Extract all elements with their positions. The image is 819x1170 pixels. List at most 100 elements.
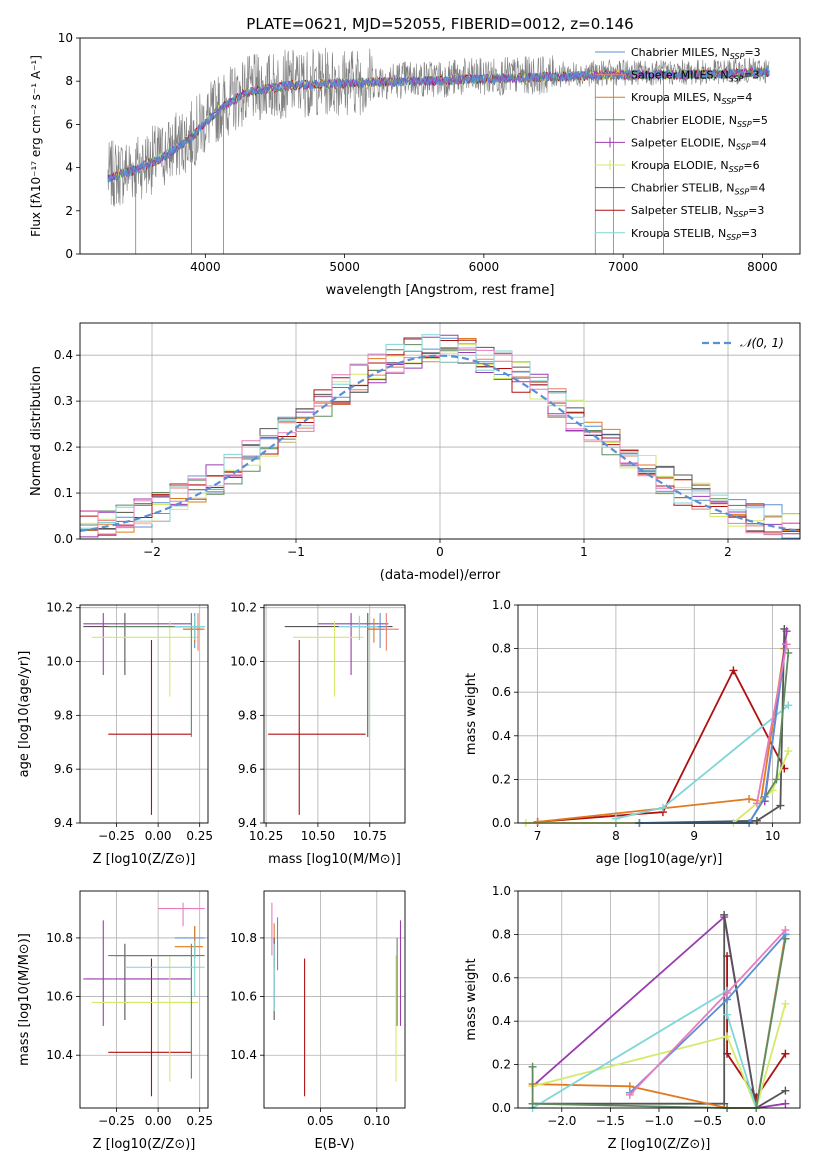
x-axis-label: Z [log10(Z/Z⊙)]: [608, 1137, 711, 1152]
errorbar-point: [317, 613, 389, 675]
y-tick-label: 0.0: [54, 532, 73, 546]
x-tick-label: −1.5: [596, 1114, 625, 1128]
errorbar-point: [174, 615, 205, 640]
weight-marker: [720, 910, 729, 919]
weight-marker: [782, 640, 791, 649]
y-tick-label: 10.8: [230, 931, 257, 945]
x-tick-label: 10.75: [353, 829, 387, 843]
x-tick-label: −0.5: [693, 1114, 722, 1128]
weight-marker: [723, 1032, 732, 1041]
errorbar-point: [174, 613, 205, 649]
x-tick-label: 9: [690, 829, 698, 843]
legend-label: Kroupa STELIB, NSSP=3: [631, 227, 757, 242]
y-tick-label: 10.4: [230, 1048, 257, 1062]
panel-residuals: −2 −1 0 1 2 0.0 0.1 0.2 0.3 0.4 𝒩(0, 1) (data-model…: [29, 322, 801, 583]
errorbar-point: [367, 618, 385, 643]
panel-spectrum: 4000 5000 6000 7000 8000 0 2 4 6 8 10 Chabrier MILE…: [29, 31, 801, 298]
y-tick-label: 0.4: [492, 729, 511, 743]
weight-marker: [784, 747, 793, 756]
x-tick-label: 1: [580, 545, 588, 559]
legend-item: Kroupa MILES, NSSP=4: [595, 91, 752, 106]
weight-marker: [625, 1090, 634, 1099]
x-tick-label: 5000: [329, 260, 360, 274]
x-tick-label: 0.10: [363, 1114, 390, 1128]
weight-marker: [533, 817, 542, 826]
errorbar-point: [108, 958, 192, 1097]
x-tick-label: −0.25: [98, 1114, 135, 1128]
weight-series: [533, 644, 789, 826]
y-tick-label: 0.0: [492, 1101, 511, 1115]
weight-marker: [784, 701, 793, 710]
weight-series: [752, 640, 791, 808]
y-axis-label: mass weight: [464, 958, 479, 1040]
legend-item: Salpeter MILES, NSSP=3: [595, 69, 760, 84]
legend-label: Salpeter ELODIE, NSSP=4: [631, 136, 767, 151]
weight-lines: [521, 624, 793, 827]
y-tick-label: 0.1: [54, 486, 73, 500]
x-tick-label: −2: [143, 545, 161, 559]
x-tick-label: 0: [436, 545, 444, 559]
weight-marker: [781, 1049, 790, 1058]
legend-item: Kroupa STELIB, NSSP=3: [595, 227, 757, 242]
x-tick-label: 0.00: [145, 829, 172, 843]
errorbar-point: [183, 613, 205, 651]
errorbars: [271, 902, 402, 1097]
x-tick-label: 2: [724, 545, 732, 559]
x-axis-label: Z [log10(Z/Z⊙)]: [93, 852, 196, 867]
legend-item: Chabrier MILES, NSSP=3: [595, 46, 761, 61]
histogram-series: [80, 334, 800, 539]
errorbar-point: [83, 613, 192, 675]
weight-marker: [752, 799, 761, 808]
y-tick-label: 0.8: [492, 927, 511, 941]
axes-frame: [79, 890, 209, 1109]
legend-label: Chabrier STELIB, NSSP=4: [631, 182, 765, 197]
x-tick-label: 0.0: [747, 1114, 766, 1128]
y-tick-label: 0.8: [492, 642, 511, 656]
axes-frame: [517, 890, 801, 1109]
weight-series: [533, 666, 789, 826]
histograms: [80, 334, 800, 539]
panel-weight_vs_age: 7 8 9 10 0.0 0.2 0.4 0.6 0.8 1.0 age [log10(age/yr…: [464, 598, 801, 867]
x-axis-label: wavelength [Angstrom, rest frame]: [326, 283, 555, 298]
errorbar-point: [293, 621, 364, 697]
errorbar-point: [338, 615, 379, 640]
errorbar-point: [91, 621, 199, 697]
legend-label: Chabrier MILES, NSSP=3: [631, 46, 761, 61]
y-tick-label: 10.6: [230, 990, 257, 1004]
errorbars: [83, 613, 205, 815]
x-tick-label: 7000: [608, 260, 639, 274]
weight-lines: [528, 910, 790, 1112]
y-tick-label: 10.8: [46, 931, 73, 945]
y-tick-label: 0.2: [492, 1058, 511, 1072]
errorbar-point: [158, 902, 205, 927]
errorbar-point: [174, 926, 204, 959]
errorbars: [83, 902, 205, 1097]
y-tick-label: 6: [65, 117, 73, 131]
errorbar-point: [367, 613, 389, 649]
weight-series: [625, 926, 790, 1099]
weight-marker: [729, 666, 738, 675]
weight-marker: [720, 1099, 729, 1108]
legend-item: 𝒩(0, 1): [702, 336, 784, 350]
errorbar-point: [367, 613, 399, 651]
y-tick-label: 2: [65, 204, 73, 218]
x-tick-label: −1: [287, 545, 305, 559]
weight-line: [537, 648, 786, 823]
axes-frame: [517, 604, 801, 824]
errorbar-point: [124, 940, 205, 997]
x-tick-label: 8000: [747, 260, 778, 274]
figure-title: PLATE=0621, MJD=52055, FIBERID=0012, z=0…: [246, 15, 633, 33]
y-tick-label: 0.0: [492, 816, 511, 830]
errorbar-point: [284, 613, 393, 737]
y-tick-label: 9.8: [54, 708, 73, 722]
y-tick-label: 10.2: [230, 601, 257, 615]
axes-frame: [79, 37, 801, 255]
legend-label: Kroupa ELODIE, NSSP=6: [631, 159, 760, 174]
y-axis-label: Flux [fλ10⁻¹⁷ erg cm⁻² s⁻¹ A⁻¹]: [29, 55, 43, 237]
weight-marker: [752, 816, 761, 825]
legend-label: Chabrier ELODIE, NSSP=5: [631, 114, 768, 129]
y-tick-label: 0.4: [54, 348, 73, 362]
x-tick-label: 10: [765, 829, 780, 843]
errorbar-point: [108, 943, 205, 1079]
